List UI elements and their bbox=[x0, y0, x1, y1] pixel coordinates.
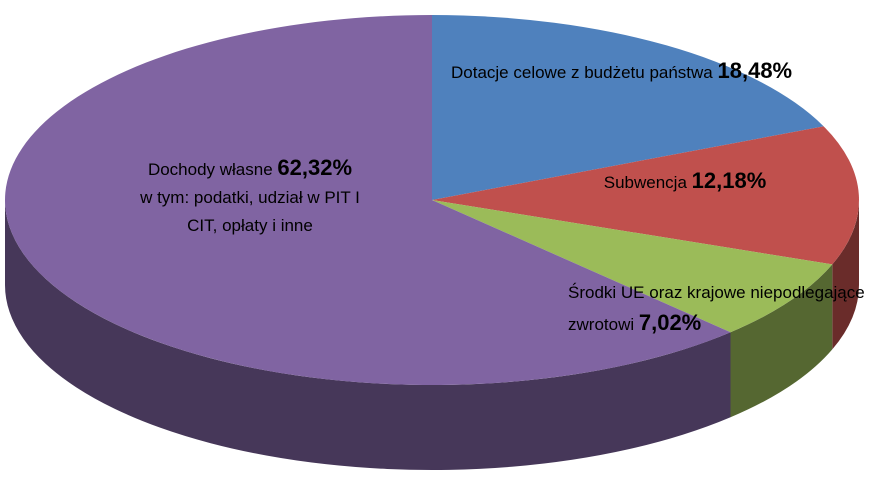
category-label: Dotacje celowe z budżetu państwa bbox=[451, 63, 713, 82]
slice bbox=[432, 126, 859, 265]
value-label: 12,18% bbox=[691, 168, 767, 193]
slice-label: Dochody własne 62,32% bbox=[100, 153, 400, 185]
slice-label: Dotacje celowe z budżetu państwa 18,48% bbox=[451, 56, 890, 88]
slice-side bbox=[730, 264, 833, 418]
category-label: Środki UE oraz krajowe niepodlegające zw… bbox=[568, 283, 865, 334]
annotation: w tym: podatki, udział w PIT I CIT, opła… bbox=[140, 188, 360, 235]
slices bbox=[4, 15, 859, 385]
value-label: 62,32% bbox=[277, 155, 353, 180]
category-label: Dochody własne bbox=[147, 160, 273, 179]
value-label: 7,02% bbox=[638, 310, 702, 335]
slices bbox=[5, 200, 859, 470]
slice bbox=[432, 200, 833, 333]
slice-side bbox=[5, 200, 731, 470]
slice-label: Subwencja 12,18% bbox=[560, 166, 810, 198]
value-label: 18,48% bbox=[717, 58, 793, 83]
slice bbox=[432, 15, 824, 200]
slice-side bbox=[832, 200, 859, 350]
slice bbox=[4, 15, 731, 385]
slice-label: Środki UE oraz krajowe niepodlegające zw… bbox=[568, 278, 890, 340]
category-label: Subwencja bbox=[603, 173, 687, 192]
